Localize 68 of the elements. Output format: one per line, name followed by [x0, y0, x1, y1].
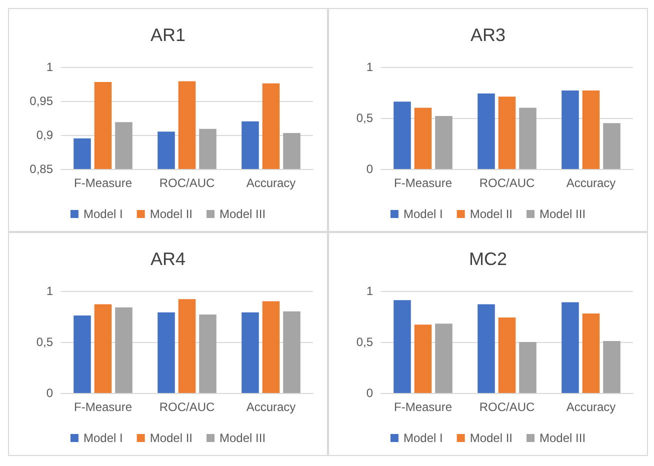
bar [94, 304, 112, 393]
y-tick-label: 0,5 [36, 335, 54, 349]
chart-title: AR3 [470, 25, 506, 45]
legend-label: Model II [470, 431, 513, 445]
legend-label: Model I [83, 431, 123, 445]
y-tick-label: 0,9 [36, 128, 54, 142]
bar [435, 324, 452, 393]
y-tick-label: 0 [46, 386, 54, 400]
bar [414, 108, 432, 169]
x-tick-label: Accuracy [566, 176, 616, 190]
x-tick-label: ROC/AUC [159, 176, 215, 190]
y-tick-label: 0,85 [30, 162, 54, 176]
legend-label: Model III [220, 431, 266, 445]
bar [603, 123, 620, 169]
bar [498, 96, 516, 169]
y-tick-label: 0 [366, 162, 374, 176]
chart-title: AR4 [150, 249, 186, 269]
bar [562, 90, 579, 169]
bar [498, 318, 516, 393]
legend-label: Model II [150, 431, 193, 445]
x-tick-label: ROC/AUC [159, 400, 215, 414]
bar [582, 90, 600, 169]
legend-label: Model II [150, 207, 193, 221]
bar [519, 108, 536, 169]
x-tick-label: Accuracy [246, 176, 296, 190]
x-tick-label: ROC/AUC [479, 400, 535, 414]
bar [582, 313, 600, 393]
bar [414, 324, 432, 393]
chart-title: MC2 [468, 249, 508, 269]
legend-label: Model III [220, 207, 266, 221]
y-tick-label: 1 [366, 284, 374, 298]
legend-label: Model I [403, 207, 443, 221]
x-tick-label: Accuracy [246, 400, 296, 414]
x-tick-label: Accuracy [566, 400, 616, 414]
bar [262, 301, 280, 393]
bar [603, 340, 620, 393]
legend-label: Model I [403, 431, 443, 445]
bar [519, 342, 536, 393]
bar [199, 314, 216, 393]
bar [435, 116, 452, 169]
legend-label: Model III [540, 207, 586, 221]
x-tick-label: F-Measure [74, 400, 132, 414]
bar [478, 304, 495, 393]
legend-label: Model III [540, 431, 586, 445]
bar [178, 299, 196, 393]
y-tick-label: 0,5 [356, 111, 374, 125]
bar [283, 311, 300, 393]
y-tick-label: 1 [46, 284, 54, 298]
bar [115, 307, 132, 393]
y-tick-label: 0,95 [30, 94, 54, 108]
bar [394, 300, 411, 393]
legend-label: Model I [83, 207, 123, 221]
y-tick-label: 0 [366, 386, 374, 400]
y-tick-label: 1 [366, 60, 374, 74]
x-tick-label: F-Measure [394, 176, 452, 190]
y-tick-label: 0,5 [356, 335, 374, 349]
bar [242, 312, 259, 393]
bar [562, 302, 579, 393]
bar [478, 94, 495, 169]
bar [394, 102, 411, 169]
legend-label: Model II [470, 207, 513, 221]
y-tick-label: 1 [46, 60, 54, 74]
chart-title: AR1 [150, 25, 186, 45]
x-tick-label: F-Measure [394, 400, 452, 414]
x-tick-label: ROC/AUC [479, 176, 535, 190]
bar [158, 312, 175, 393]
x-tick-label: F-Measure [74, 176, 132, 190]
bar [74, 315, 91, 393]
